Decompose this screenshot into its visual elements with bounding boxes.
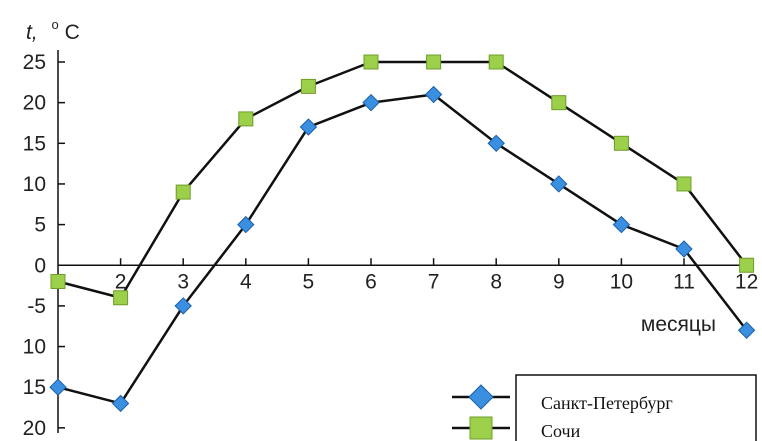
x-axis-label: месяцы [641, 313, 716, 336]
y-tick-label: 15 [23, 376, 46, 399]
x-tick-label: 7 [428, 270, 440, 293]
y-axis-var: t, [26, 21, 38, 44]
data-point-spb [487, 134, 505, 153]
data-point-spb [299, 118, 318, 136]
x-tick-label: 10 [610, 270, 633, 293]
data-point-sochi [676, 176, 692, 192]
x-ticks: 2 3 4 5 6 7 8 9 10 11 12 [115, 258, 758, 293]
y-tick-label: 10 [23, 173, 46, 196]
legend: Санкт-Петербург Сочи [452, 374, 757, 441]
data-point-spb [675, 240, 693, 258]
y-tick-label: 25 [23, 51, 46, 74]
legend-marker-spb [468, 384, 494, 410]
data-point-sochi [113, 290, 129, 306]
legend-label-sochi: Сочи [541, 421, 581, 441]
legend-box [515, 374, 757, 441]
y-tick-label: 15 [23, 132, 46, 155]
y-axis-unit: C [65, 21, 80, 44]
y-ticks: 25 20 15 10 5 0 -5 10 15 20 [23, 51, 65, 440]
data-point-spb [737, 321, 756, 339]
legend-marker-sochi [469, 416, 493, 440]
data-point-sochi [739, 257, 755, 273]
data-point-spb [174, 297, 192, 315]
x-tick-label: 4 [240, 270, 252, 293]
data-point-sochi [426, 54, 442, 70]
x-tick-label: 8 [490, 270, 502, 293]
data-point-sochi [488, 54, 504, 70]
data-point-sochi [300, 78, 316, 94]
y-tick-label: 20 [23, 417, 46, 440]
legend-items [452, 384, 510, 440]
x-tick-label: 3 [177, 270, 189, 293]
series-line-sochi [57, 60, 748, 300]
y-tick-label: 5 [34, 214, 46, 237]
x-tick-label: 9 [553, 270, 565, 293]
data-point-sochi [363, 54, 379, 70]
data-point-spb [49, 378, 67, 396]
x-tick-label: 2 [115, 270, 127, 293]
y-tick-label: 20 [23, 92, 46, 115]
data-point-spb [111, 394, 130, 413]
x-tick-label: 12 [735, 270, 758, 293]
y-axis-label: t, o C [26, 11, 80, 44]
data-point-sochi [175, 184, 191, 200]
data-point-spb [550, 175, 568, 193]
data-point-spb [612, 215, 631, 234]
legend-label-spb: Санкт-Петербург [541, 393, 673, 413]
series-sochi [50, 54, 755, 306]
series-spb [49, 85, 756, 413]
data-point-spb [237, 215, 255, 234]
y-tick-label: 10 [23, 336, 46, 359]
data-point-sochi [50, 274, 66, 290]
data-point-spb [362, 93, 380, 112]
y-tick-label: 0 [34, 254, 46, 277]
data-point-sochi [551, 95, 567, 111]
y-axis-degree: o [52, 17, 59, 32]
x-tick-label: 5 [303, 270, 315, 293]
series-layer [49, 54, 756, 413]
data-point-sochi [238, 111, 254, 127]
axes [57, 50, 752, 433]
data-point-spb [424, 85, 443, 104]
x-tick-label: 6 [365, 270, 377, 293]
series-line-spb [57, 93, 748, 405]
data-point-sochi [613, 135, 629, 151]
y-tick-label: -5 [27, 295, 46, 318]
x-tick-label: 11 [673, 270, 695, 293]
